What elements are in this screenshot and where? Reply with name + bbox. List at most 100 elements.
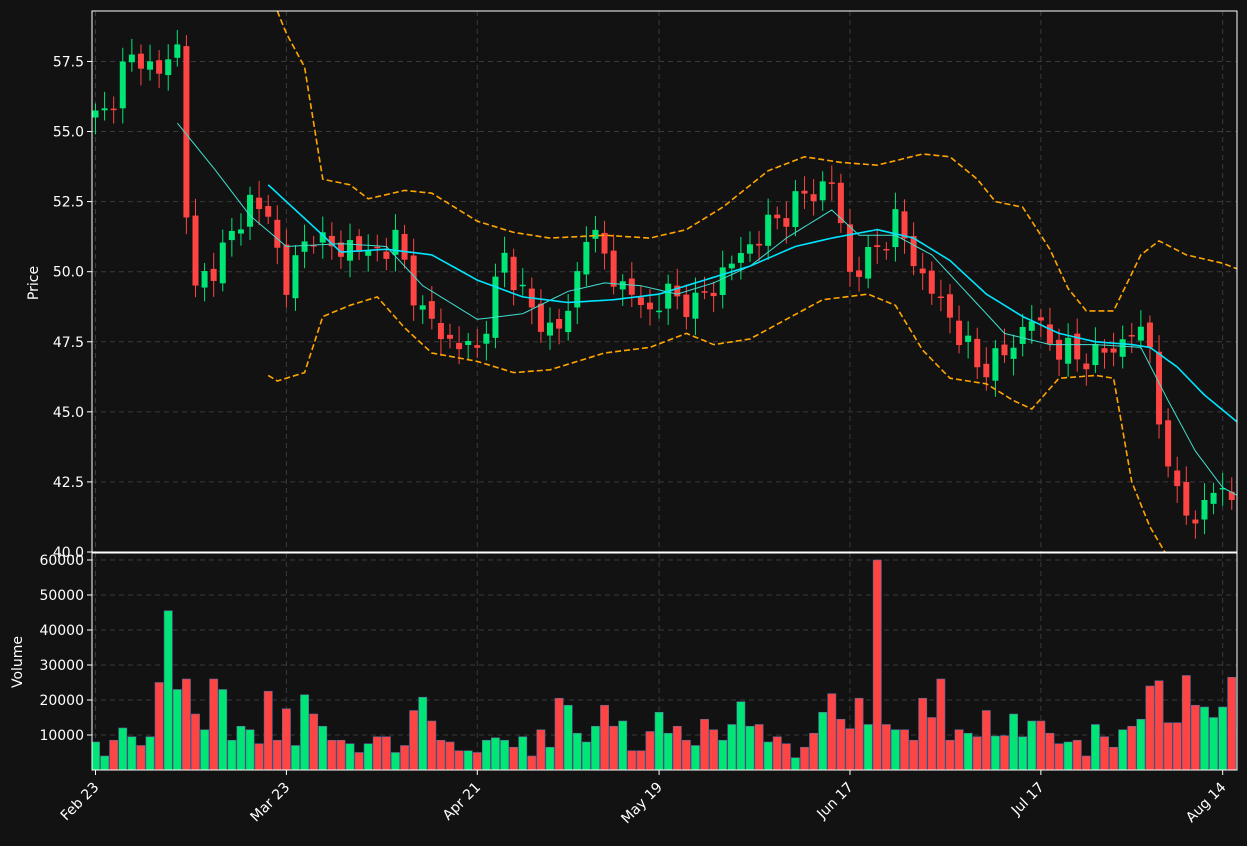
volume-bar	[1200, 707, 1208, 770]
candle-body	[1101, 348, 1107, 352]
candle-body	[547, 323, 553, 336]
candle-body	[93, 111, 99, 118]
volume-bar	[1209, 718, 1217, 771]
volume-bar	[946, 740, 954, 770]
candle-body	[1020, 327, 1026, 344]
candle-body	[592, 230, 598, 239]
candle-body	[247, 195, 253, 227]
volume-bar	[473, 753, 481, 771]
candle-body	[1002, 345, 1008, 356]
candle-body	[656, 311, 662, 313]
candle-body	[156, 60, 162, 74]
candle-body	[992, 348, 998, 381]
volume-bar	[1155, 681, 1163, 770]
price-tick-label: 45.0	[53, 405, 84, 421]
volume-bar	[1064, 742, 1072, 770]
volume-bar	[719, 740, 727, 770]
candle-body	[856, 270, 862, 276]
volume-bar	[164, 611, 172, 770]
volume-bar	[482, 740, 490, 770]
candle-body	[565, 311, 571, 332]
candle-body	[138, 54, 144, 69]
candle-body	[802, 191, 808, 194]
volume-tick-label: 50000	[39, 588, 84, 604]
candle-body	[265, 206, 271, 217]
candle-body	[120, 62, 126, 109]
candle-body	[711, 293, 717, 296]
volume-bar	[755, 725, 763, 771]
candle-body	[892, 209, 898, 247]
candle-body	[920, 269, 926, 274]
candle-body	[974, 339, 980, 367]
volume-bar	[219, 690, 227, 771]
candle-body	[420, 305, 426, 309]
volume-bar	[955, 730, 963, 770]
volume-bar	[710, 730, 718, 770]
candle-body	[1165, 420, 1171, 466]
price-tick-label: 52.5	[53, 195, 84, 211]
volume-bar	[173, 690, 181, 771]
volume-bar	[346, 744, 354, 770]
price-tick-label: 55.0	[53, 125, 84, 141]
candle-body	[1038, 317, 1044, 320]
candle-body	[756, 244, 762, 246]
candle-body	[102, 108, 108, 110]
candle-body	[374, 247, 380, 249]
volume-bar	[746, 726, 754, 770]
candle-body	[1174, 471, 1180, 487]
volume-bar	[982, 711, 990, 771]
volume-bar	[1000, 736, 1008, 770]
volume-bar	[1109, 747, 1117, 770]
candle-body	[665, 284, 671, 309]
volume-bar	[991, 736, 999, 770]
candle-body	[1129, 335, 1135, 337]
volume-bar	[864, 725, 872, 771]
volume-bar	[382, 737, 390, 770]
candle-body	[211, 269, 217, 281]
volume-bar	[628, 751, 636, 770]
candle-body	[702, 291, 708, 293]
candle-body	[465, 341, 471, 345]
candle-body	[865, 247, 871, 279]
candle-body	[474, 345, 480, 348]
candle-body	[683, 295, 689, 317]
volume-tick-label: 40000	[39, 623, 84, 639]
volume-bar	[973, 737, 981, 770]
volume-bar	[319, 726, 327, 770]
price-tick-label: 57.5	[53, 54, 84, 70]
candle-body	[1201, 500, 1207, 520]
volume-bar	[728, 725, 736, 771]
volume-bar	[537, 730, 545, 770]
volume-bar	[455, 751, 463, 770]
candle-body	[511, 257, 517, 290]
volume-bar	[737, 702, 745, 770]
candle-body	[192, 216, 198, 286]
candle-body	[929, 271, 935, 294]
candle-body	[765, 215, 771, 246]
volume-bar	[637, 751, 645, 770]
candle-body	[1092, 344, 1098, 365]
candle-body	[1047, 324, 1053, 343]
volume-bar	[846, 729, 854, 770]
candle-body	[983, 364, 989, 377]
candle-body	[1147, 323, 1153, 348]
candle-body	[1138, 327, 1144, 341]
volume-bar	[1037, 721, 1045, 770]
candle-body	[883, 249, 889, 251]
candle-body	[1011, 348, 1017, 359]
volume-bar	[119, 728, 127, 770]
candle-body	[456, 343, 462, 349]
candle-body	[147, 61, 153, 69]
volume-bar	[619, 721, 627, 770]
candle-body	[1083, 364, 1089, 370]
candle-body	[792, 191, 798, 227]
volume-bar	[364, 744, 372, 770]
volume-bar	[900, 730, 908, 770]
volume-bar	[291, 746, 299, 771]
candle-body	[638, 297, 644, 305]
volume-bar	[264, 691, 272, 770]
candle-body	[538, 304, 544, 332]
volume-bar	[100, 756, 108, 770]
volume-bar	[1055, 744, 1063, 770]
volume-axis-label: Volume	[10, 636, 26, 688]
